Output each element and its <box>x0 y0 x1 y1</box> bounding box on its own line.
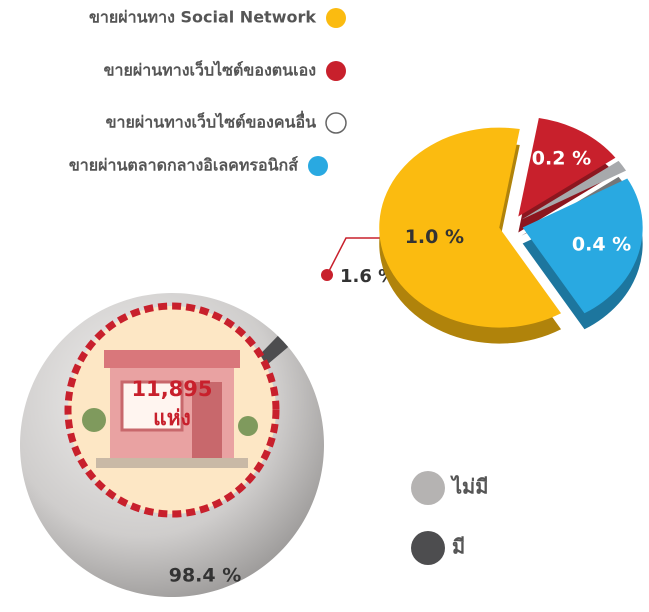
leader-dot <box>321 269 333 281</box>
legend-label: มี <box>452 535 465 559</box>
pie-slice <box>522 178 643 314</box>
plant <box>238 416 258 436</box>
legend-label: ไม่มี <box>450 475 488 499</box>
value-label: 1.6 % <box>340 266 396 287</box>
center-unit: แห่ง <box>153 406 191 430</box>
plant <box>82 408 106 432</box>
value-label: 0.4 % <box>572 233 631 255</box>
legend-swatch <box>411 531 445 565</box>
value-label: 98.4 % <box>169 565 242 587</box>
store-window <box>120 380 184 432</box>
value-label: 0.2 % <box>532 147 591 169</box>
value-label: 1.0 % <box>405 226 464 248</box>
store-base <box>96 458 248 468</box>
legend-swatch <box>325 112 347 134</box>
legend-label: ขายผ่านทางเว็บไซต์ของคนอื่น <box>106 111 316 132</box>
center-value: 11,895 <box>131 377 212 401</box>
legend-label: ขายผ่านทาง Social Network <box>89 8 316 27</box>
legend-swatch <box>308 156 328 176</box>
legend-swatch <box>326 61 346 81</box>
pie-slice <box>521 160 627 220</box>
pie-slice <box>379 127 562 328</box>
pie-slice <box>518 117 616 217</box>
legend-swatch <box>411 471 445 505</box>
legend-swatch <box>326 8 346 28</box>
leader-line <box>326 237 384 276</box>
store-door <box>192 382 222 458</box>
legend-label: ขายผ่านทางเว็บไซต์ของตนเอง <box>104 59 316 80</box>
legend-label: ขายผ่านตลาดกลางอิเลคทรอนิกส์ <box>69 156 298 175</box>
store-roof <box>104 350 240 368</box>
